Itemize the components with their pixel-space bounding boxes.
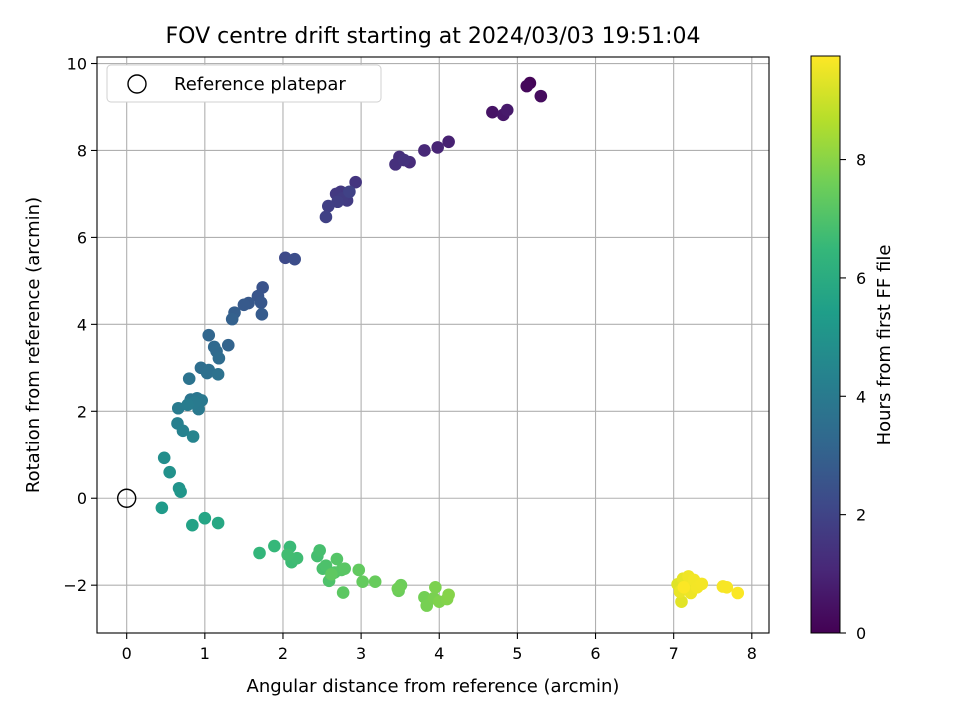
data-point xyxy=(198,511,212,525)
data-point xyxy=(157,451,171,465)
y-tick-label: 10 xyxy=(67,55,87,74)
x-tick-label: 4 xyxy=(434,644,444,663)
data-point xyxy=(313,544,326,557)
data-point xyxy=(268,539,281,553)
data-point xyxy=(325,568,338,581)
data-point xyxy=(695,577,709,591)
colorbar-tick-label: 8 xyxy=(856,151,866,170)
data-point xyxy=(534,89,548,103)
legend-open-circle-icon xyxy=(127,74,147,94)
colorbar-tick-label: 2 xyxy=(856,506,866,525)
legend-entry-label: Reference platepar xyxy=(174,74,346,95)
data-point xyxy=(186,430,200,443)
data-point xyxy=(486,105,499,119)
y-tick-label: 6 xyxy=(77,228,87,247)
x-tick-label: 0 xyxy=(122,644,132,663)
data-point xyxy=(186,518,199,532)
y-tick-label: 0 xyxy=(77,489,87,508)
data-point xyxy=(675,595,688,609)
data-point xyxy=(254,296,268,309)
y-tick-label: 2 xyxy=(77,402,87,421)
y-tick-label: −2 xyxy=(63,576,87,595)
legend: Reference platepar xyxy=(106,64,382,103)
x-axis-ticks: 0 1 2 3 4 5 6 7 8 xyxy=(122,633,757,663)
data-point xyxy=(155,501,169,515)
data-point xyxy=(368,575,382,589)
data-point xyxy=(288,252,301,266)
data-point xyxy=(163,465,176,479)
colorbar-label: Hours from first FF file xyxy=(874,245,895,446)
data-point xyxy=(397,153,411,167)
x-tick-label: 6 xyxy=(590,644,600,663)
data-point xyxy=(181,398,194,412)
data-point xyxy=(211,516,225,530)
plot-frame xyxy=(96,56,770,634)
data-point xyxy=(321,199,335,213)
data-point xyxy=(500,103,514,117)
data-point xyxy=(221,338,235,352)
data-point xyxy=(176,424,190,438)
colorbar-ticks: 0 2 4 6 8 xyxy=(840,151,866,643)
data-point xyxy=(174,485,187,499)
data-point xyxy=(202,328,216,342)
colorbar-tick-label: 4 xyxy=(856,387,866,406)
x-tick-label: 2 xyxy=(278,644,288,663)
data-point xyxy=(391,582,405,595)
y-axis-ticks: −2 0 2 4 6 8 10 xyxy=(63,55,97,595)
y-axis-label: Rotation from reference (arcmin) xyxy=(23,197,44,493)
data-point xyxy=(677,581,691,594)
y-tick-label: 4 xyxy=(77,315,87,334)
reference-marker xyxy=(116,488,137,508)
data-point xyxy=(281,548,294,562)
x-tick-label: 5 xyxy=(512,644,522,663)
data-point xyxy=(330,552,344,566)
data-point xyxy=(352,563,366,577)
reference-platepar-marker xyxy=(116,488,137,508)
chart-title: FOV centre drift starting at 2024/03/03 … xyxy=(166,24,701,49)
data-point xyxy=(331,195,344,209)
data-point xyxy=(253,546,266,560)
y-tick-label: 8 xyxy=(77,141,87,160)
x-tick-label: 7 xyxy=(669,644,679,663)
data-point xyxy=(429,581,442,594)
x-tick-label: 8 xyxy=(747,644,757,663)
x-axis-label: Angular distance from reference (arcmin) xyxy=(247,676,620,697)
data-point xyxy=(237,298,251,312)
data-point xyxy=(211,368,225,381)
x-tick-label: 1 xyxy=(200,644,210,663)
colorbar-tick-label: 6 xyxy=(856,269,866,288)
data-point xyxy=(279,251,292,265)
data-point xyxy=(720,581,734,594)
x-tick-label: 3 xyxy=(356,644,366,663)
data-point xyxy=(731,586,745,600)
data-point xyxy=(182,372,196,385)
data-point xyxy=(336,586,350,599)
colorbar: 0 2 4 6 8 Hours from first FF file xyxy=(810,55,895,643)
data-point xyxy=(319,210,333,224)
data-point xyxy=(356,575,369,589)
data-point xyxy=(225,312,239,326)
legend-box xyxy=(106,64,382,103)
colorbar-gradient xyxy=(810,55,841,634)
data-point xyxy=(349,175,362,189)
data-point xyxy=(343,185,356,199)
colorbar-tick-label: 0 xyxy=(856,624,866,643)
data-point xyxy=(200,366,214,380)
data-point xyxy=(212,351,226,365)
data-point xyxy=(442,135,455,149)
data-point xyxy=(338,562,352,575)
data-point xyxy=(520,79,534,93)
data-points xyxy=(155,76,745,612)
data-point xyxy=(442,588,455,602)
grid-lines xyxy=(97,57,769,633)
data-point xyxy=(255,308,269,321)
data-point xyxy=(431,141,444,154)
data-point xyxy=(418,144,431,157)
